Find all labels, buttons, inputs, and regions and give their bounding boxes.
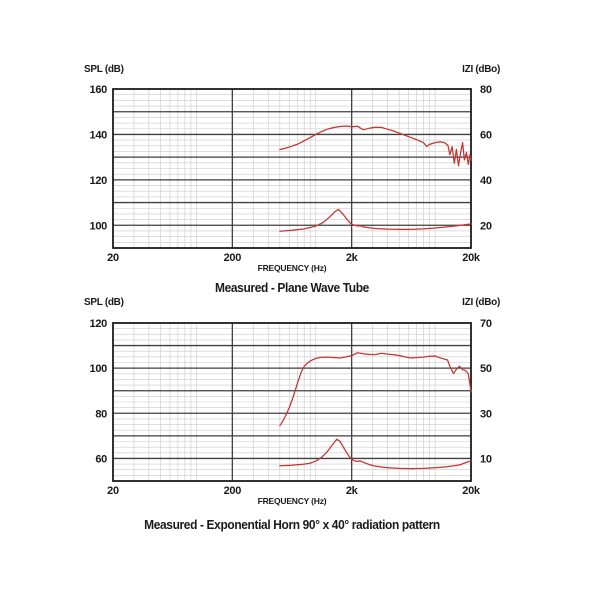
spl-axis-label-bottom: SPL (dB) [84,297,124,308]
y-left-tick: 100 [90,363,108,375]
y-right-tick: 50 [480,363,492,375]
frequency-axis-label-top: FREQUENCY (Hz) [257,263,327,273]
x-tick: 200 [224,252,242,264]
y-right-tick: 30 [480,408,492,420]
x-tick: 200 [224,485,242,497]
tick-labels: 120 100 80 60 70 50 30 10 20 200 2k 20k [90,318,493,497]
minor-gridlines [113,323,471,481]
chart-title-exponential-horn: Measured - Exponential Horn 90° x 40° ra… [144,517,440,532]
chart-plot-0: 160 140 120 100 80 60 40 20 20 200 2k 20k [90,84,493,264]
spl-axis-label-top: SPL (dB) [84,64,124,75]
y-left-tick: 80 [95,408,107,420]
x-tick: 2k [346,485,359,497]
impedance-axis-label-bottom: IZI (dBo) [462,297,500,308]
y-right-tick: 80 [480,84,492,96]
plot-border [112,88,472,249]
x-tick: 20 [107,252,119,264]
y-right-tick: 10 [480,453,492,465]
tick-labels: 160 140 120 100 80 60 40 20 20 200 2k 20k [90,84,493,264]
y-right-tick: 20 [480,220,492,232]
y-left-tick: 140 [90,129,108,141]
y-right-tick: 40 [480,175,492,187]
chart-title-plane-wave-tube: Measured - Plane Wave Tube [215,280,369,295]
y-left-tick: 120 [90,318,108,330]
impedance-axis-label-top: IZI (dBo) [462,64,500,75]
x-tick: 2k [346,252,359,264]
x-tick: 20 [107,485,119,497]
series-impedance-curve-0 [279,208,472,232]
x-tick: 20k [462,252,481,264]
chart-plot-1: 120 100 80 60 70 50 30 10 20 200 2k 20k [90,318,493,497]
y-right-tick: 70 [480,318,492,330]
y-left-tick: 100 [90,220,108,232]
x-tick: 20k [462,485,481,497]
major-gridlines [113,89,471,248]
frequency-axis-label-bottom: FREQUENCY (Hz) [257,496,327,506]
y-left-tick: 60 [95,453,107,465]
major-gridlines [113,323,471,481]
y-right-tick: 60 [480,129,492,141]
y-left-tick: 160 [90,84,108,96]
series-spl-curve-1 [279,352,472,427]
series-spl-curve-0 [279,125,472,167]
y-left-tick: 120 [90,175,108,187]
minor-gridlines [113,89,471,248]
series-impedance-curve-1 [279,438,472,470]
plot-border [112,322,472,482]
